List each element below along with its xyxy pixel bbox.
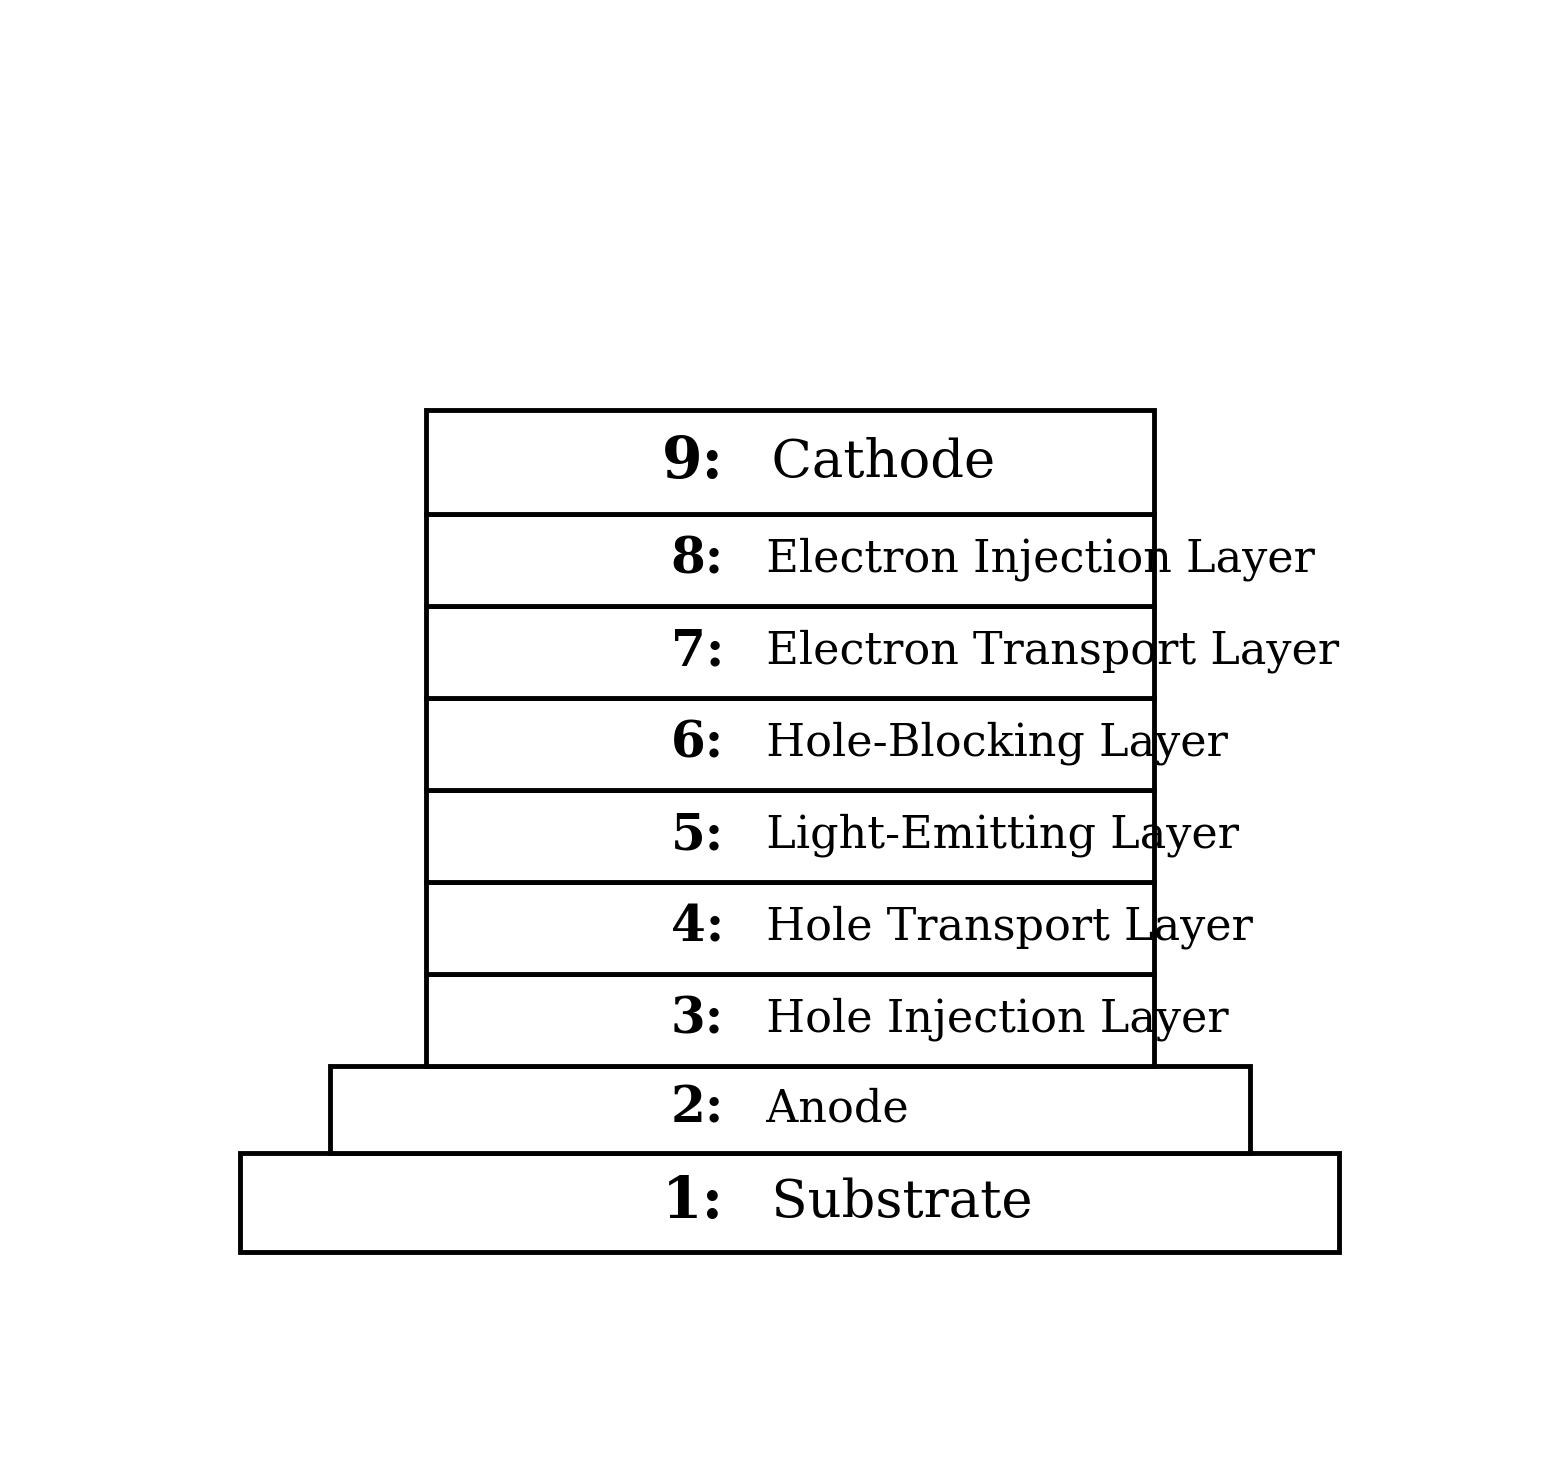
Text: Light-Emitting Layer: Light-Emitting Layer bbox=[738, 814, 1239, 858]
Text: Electron Transport Layer: Electron Transport Layer bbox=[738, 629, 1339, 673]
FancyBboxPatch shape bbox=[425, 790, 1154, 881]
Text: 9:: 9: bbox=[663, 434, 724, 490]
FancyBboxPatch shape bbox=[425, 514, 1154, 606]
Text: Hole Transport Layer: Hole Transport Layer bbox=[738, 906, 1253, 950]
Text: 7:: 7: bbox=[670, 627, 724, 676]
Text: Hole Injection Layer: Hole Injection Layer bbox=[738, 998, 1230, 1042]
FancyBboxPatch shape bbox=[425, 411, 1154, 514]
FancyBboxPatch shape bbox=[425, 973, 1154, 1065]
Text: 6:: 6: bbox=[670, 720, 724, 768]
Text: 4:: 4: bbox=[670, 903, 724, 951]
Text: 5:: 5: bbox=[670, 812, 724, 860]
Text: 8:: 8: bbox=[670, 535, 724, 584]
FancyBboxPatch shape bbox=[425, 698, 1154, 790]
Text: Hole-Blocking Layer: Hole-Blocking Layer bbox=[738, 721, 1228, 765]
Text: 2:: 2: bbox=[670, 1085, 724, 1134]
Text: Electron Injection Layer: Electron Injection Layer bbox=[738, 538, 1316, 581]
FancyBboxPatch shape bbox=[240, 1152, 1339, 1252]
Text: Substrate: Substrate bbox=[738, 1177, 1032, 1228]
Text: Anode: Anode bbox=[738, 1088, 909, 1131]
FancyBboxPatch shape bbox=[330, 1065, 1250, 1152]
Text: 3:: 3: bbox=[670, 995, 724, 1045]
FancyBboxPatch shape bbox=[425, 606, 1154, 698]
Text: Cathode: Cathode bbox=[738, 437, 995, 488]
FancyBboxPatch shape bbox=[425, 881, 1154, 973]
Text: 1:: 1: bbox=[663, 1174, 724, 1231]
